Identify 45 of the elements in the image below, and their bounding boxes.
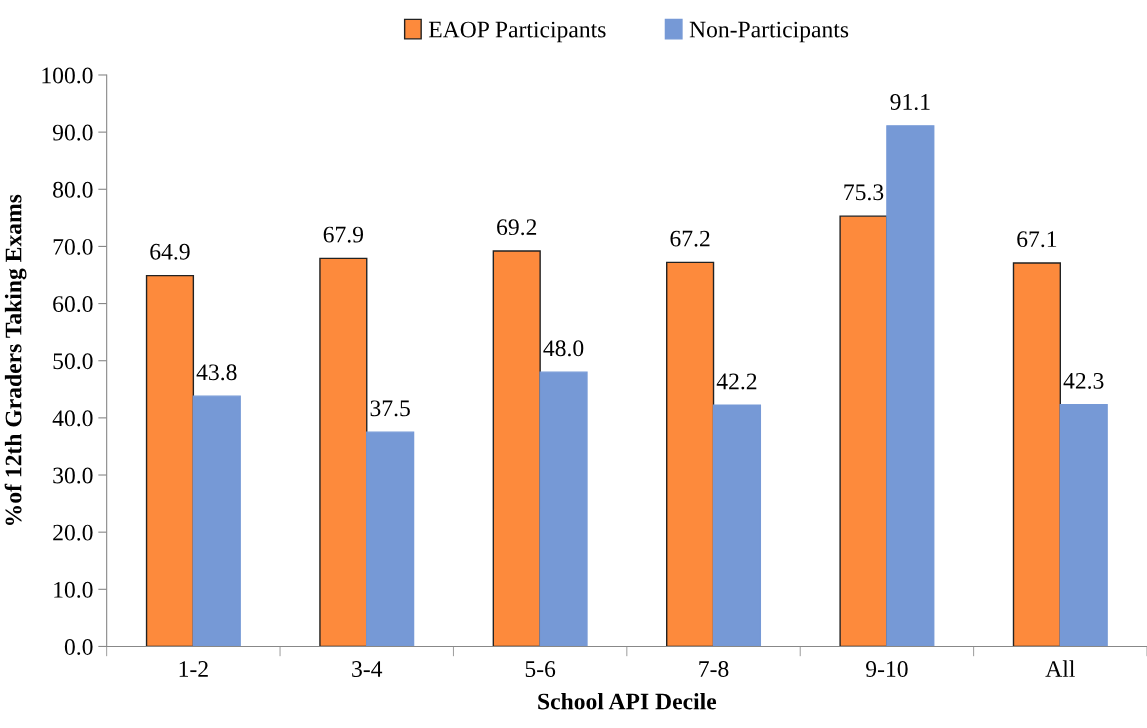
bar	[539, 371, 588, 647]
x-tick-label: 3-4	[352, 661, 383, 677]
y-tick-label: 30.0	[53, 467, 93, 484]
data-label: 37.5	[370, 400, 410, 417]
bar	[319, 257, 368, 647]
bar	[1012, 262, 1062, 647]
legend-label: EAOP Participants	[428, 21, 606, 43]
y-tick-label: 80.0	[53, 181, 93, 198]
x-tick-label: 5-6	[525, 661, 556, 677]
x-tick-label: 9-10	[866, 661, 908, 677]
bar	[839, 215, 888, 647]
y-tick-label: 60.0	[53, 296, 93, 313]
bar	[712, 404, 762, 647]
y-tick-label: 10.0	[54, 581, 93, 598]
y-tick-label: 100.0	[42, 67, 93, 84]
y-tick-label: 0.0	[64, 638, 93, 655]
y-tick-label: 90.0	[52, 124, 93, 141]
data-label: 48.0	[543, 340, 584, 357]
data-label: 64.9	[150, 243, 190, 260]
x-axis-title: School API Decile	[538, 692, 717, 710]
data-label: 42.2	[716, 373, 757, 390]
data-label: 42.3	[1063, 372, 1104, 389]
bar	[366, 431, 415, 647]
y-tick-label: 40.0	[52, 410, 93, 427]
bar	[666, 261, 715, 647]
bar	[1059, 404, 1108, 647]
bar	[886, 125, 935, 647]
y-axis-title: %of 12th Graders Taking Exams	[4, 194, 27, 525]
bar	[492, 250, 541, 647]
bar	[145, 274, 195, 647]
x-tick-label: 7-8	[699, 661, 729, 677]
data-label: 91.1	[890, 94, 930, 111]
x-tick-label: All	[1045, 660, 1075, 677]
y-tick-label: 50.0	[53, 353, 93, 370]
data-label: 43.8	[196, 364, 237, 381]
data-label: 67.1	[1017, 231, 1057, 248]
y-tick-label: 70.0	[53, 238, 93, 255]
data-label: 67.2	[670, 230, 710, 247]
legend-label: Non-Participants	[689, 21, 849, 43]
data-label: 67.9	[323, 226, 364, 243]
y-tick-label: 20.0	[53, 524, 93, 541]
x-tick-label: 1-2	[179, 661, 208, 677]
data-label: 75.3	[844, 184, 884, 201]
data-label: 69.2	[497, 219, 537, 236]
bar	[192, 395, 241, 647]
